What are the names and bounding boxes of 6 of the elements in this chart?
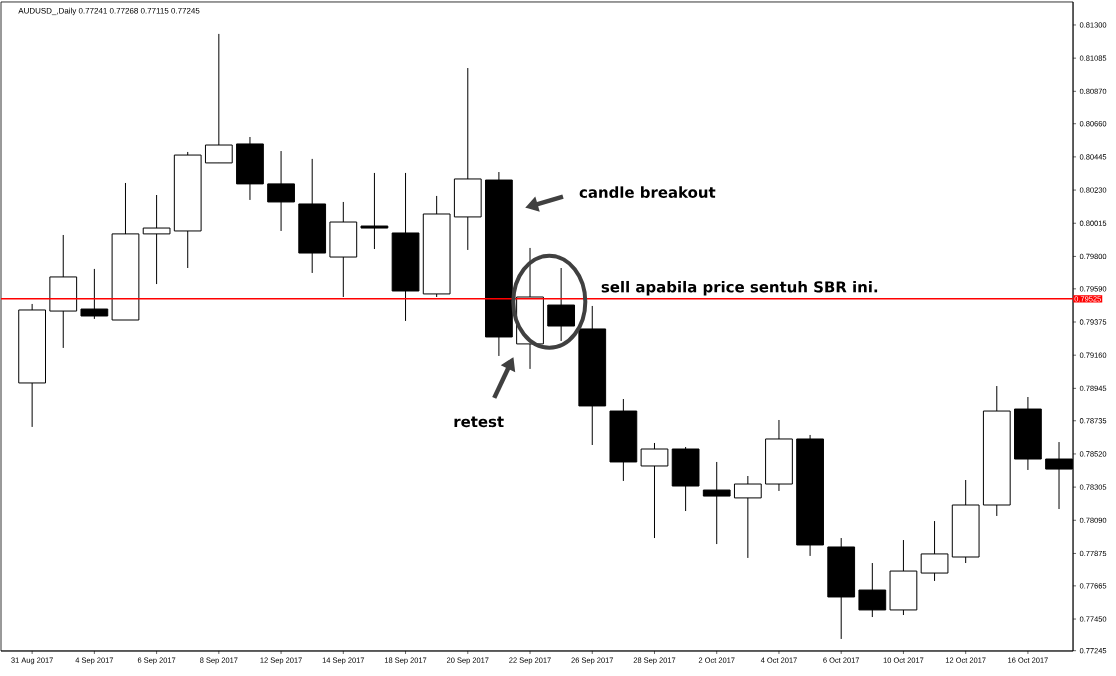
annotation: candle breakout bbox=[579, 186, 716, 198]
annotation: retest bbox=[454, 416, 504, 428]
candlestick bbox=[702, 461, 731, 545]
annotation: sell apabila price sentuh SBR ini. bbox=[601, 280, 878, 296]
candlestick bbox=[142, 194, 171, 285]
candlestick bbox=[360, 172, 389, 250]
